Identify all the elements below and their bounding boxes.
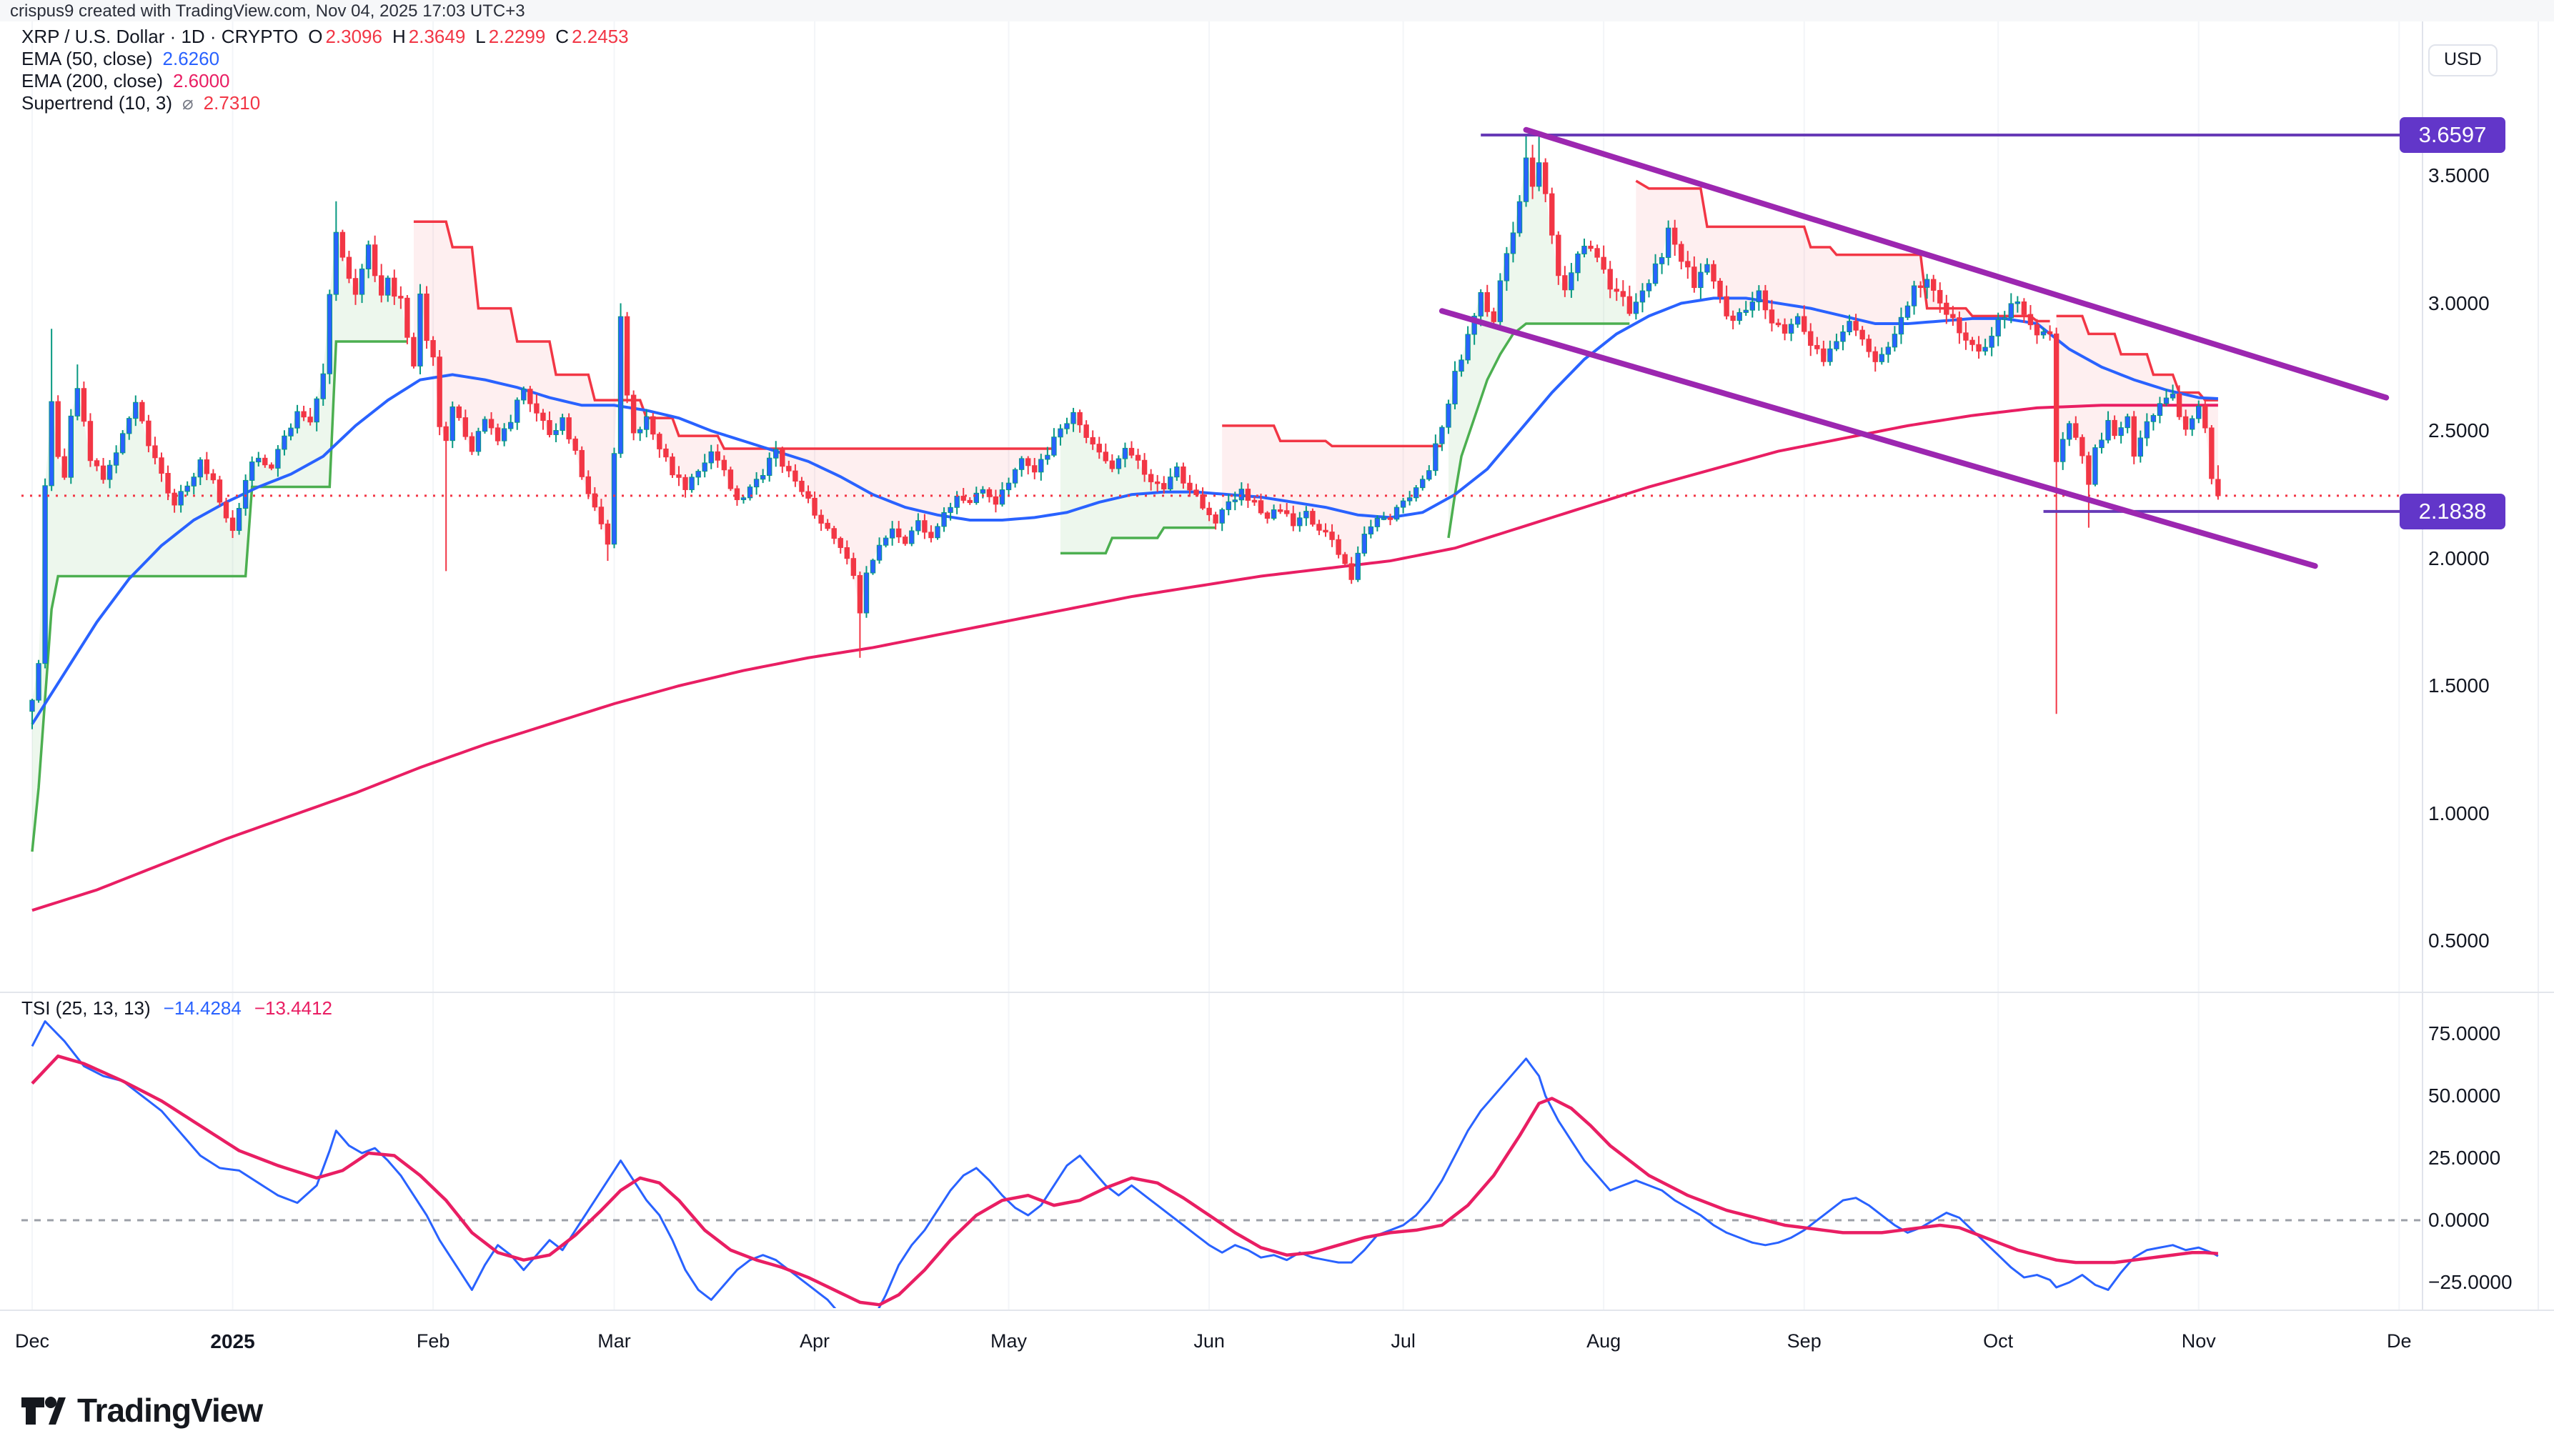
tradingview-logo[interactable]: TradingView — [20, 1387, 263, 1433]
month-label: Apr — [800, 1330, 830, 1352]
gridlines — [31, 21, 2400, 1310]
tsi-tick-label: −25.0000 — [2428, 1271, 2513, 1293]
month-label: Nov — [2181, 1330, 2216, 1352]
tradingview-logo-icon — [21, 1397, 66, 1425]
ema50-value: 2.6260 — [162, 48, 220, 69]
price-tick-label: 1.0000 — [2428, 802, 2490, 824]
month-label: Sep — [1787, 1330, 1822, 1352]
price-tick-label: 2.5000 — [2428, 419, 2490, 442]
right-edge-divider — [2538, 21, 2539, 1310]
symbol-row[interactable]: XRP / U.S. Dollar · 1D · CRYPTO O 2.3096… — [21, 26, 629, 47]
open-key: O — [308, 26, 323, 47]
supertrend-row[interactable]: Supertrend (10, 3) ⌀ 2.7310 — [21, 92, 629, 114]
symbol-title[interactable]: XRP / U.S. Dollar · 1D · CRYPTO — [21, 26, 299, 47]
ema50-label: EMA (50, close) — [21, 48, 153, 69]
tsi-tick-label: 25.0000 — [2428, 1147, 2501, 1169]
time-axis-border — [0, 1310, 2554, 1311]
tsi-tick-label: 0.0000 — [2428, 1209, 2490, 1231]
month-label: Mar — [597, 1330, 631, 1352]
month-label: Jun — [1193, 1330, 1225, 1352]
supertrend-value: 2.7310 — [203, 92, 261, 114]
open-value: 2.3096 — [325, 26, 382, 47]
support-price-text: 2.1838 — [2418, 498, 2487, 524]
month-label: Aug — [1586, 1330, 1621, 1352]
price-tick-label: 3.0000 — [2428, 291, 2490, 314]
ema200-row[interactable]: EMA (200, close) 2.6000 — [21, 70, 629, 91]
month-label: 2025 — [210, 1330, 255, 1352]
attribution-bar: crispus9 created with TradingView.com, N… — [0, 0, 2554, 21]
support-price-badge: 2.1838 — [2400, 493, 2505, 529]
tsi-title: TSI (25, 13, 13) — [21, 997, 151, 1019]
usd-currency-button[interactable]: USD — [2428, 44, 2498, 76]
month-label: Dec — [14, 1330, 50, 1352]
high-key: H — [392, 26, 406, 47]
price-tick-label: 2.0000 — [2428, 547, 2490, 569]
resistance-price-badge: 3.6597 — [2400, 116, 2505, 153]
tsi-pane — [21, 1020, 2422, 1308]
pane-separator[interactable] — [0, 992, 2554, 993]
price-pane — [21, 134, 2422, 912]
close-key: C — [555, 26, 570, 47]
low-key: L — [475, 26, 486, 47]
month-label: Oct — [1983, 1330, 2014, 1352]
resistance-price-text: 3.6597 — [2418, 121, 2487, 147]
tsi-tick-label: 75.0000 — [2428, 1022, 2501, 1044]
high-value: 2.3649 — [408, 26, 466, 47]
price-tick-label: 1.5000 — [2428, 674, 2490, 697]
ema200-value: 2.6000 — [172, 70, 230, 91]
low-value: 2.2299 — [488, 26, 546, 47]
ema50-row[interactable]: EMA (50, close) 2.6260 — [21, 48, 629, 69]
main-legend: XRP / U.S. Dollar · 1D · CRYPTO O 2.3096… — [21, 26, 629, 114]
month-label: Jul — [1391, 1330, 1416, 1352]
price-tick-label: 3.5000 — [2428, 164, 2490, 186]
tsi-tick-label: 50.0000 — [2428, 1084, 2501, 1107]
ohlc-open: O 2.3096 — [308, 26, 382, 47]
attribution-text: crispus9 created with TradingView.com, N… — [10, 1, 525, 21]
supertrend-label: Supertrend (10, 3) — [21, 92, 173, 114]
ohlc-low: L 2.2299 — [475, 26, 545, 47]
month-label: Feb — [416, 1330, 450, 1352]
tsi-blue-value: −14.4284 — [163, 997, 242, 1019]
diameter-icon: ⌀ — [182, 92, 194, 114]
month-label: De — [2387, 1330, 2412, 1352]
usd-label: USD — [2444, 49, 2482, 69]
close-value: 2.2453 — [572, 26, 629, 47]
ohlc-close: C 2.2453 — [555, 26, 628, 47]
tsi-legend-row[interactable]: TSI (25, 13, 13) −14.4284 −13.4412 — [21, 997, 332, 1019]
ohlc-high: H 2.3649 — [392, 26, 465, 47]
ema200-label: EMA (200, close) — [21, 70, 163, 91]
tsi-red-value: −13.4412 — [254, 997, 332, 1019]
month-label: May — [990, 1330, 1028, 1352]
price-axis-border — [2422, 21, 2423, 1310]
tradingview-logo-text: TradingView — [77, 1392, 263, 1429]
price-tick-label: 0.5000 — [2428, 929, 2490, 952]
